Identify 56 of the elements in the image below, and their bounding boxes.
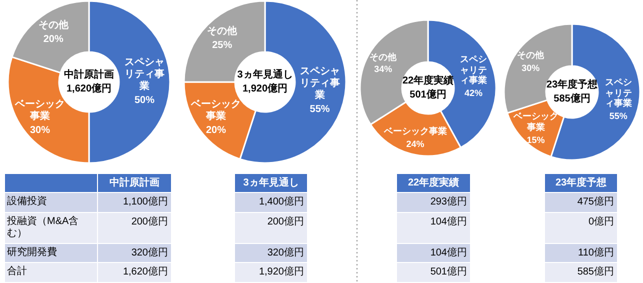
text: 585億円	[554, 92, 590, 104]
text: 1,620億円	[122, 266, 168, 278]
data-label: 55%	[310, 104, 330, 116]
text: 22年度実績	[408, 176, 460, 188]
slice-label: スペシャリティ事業	[298, 66, 341, 102]
slice-label: その他	[207, 26, 238, 38]
slice-label: ベーシック事業	[513, 111, 558, 133]
text: 23年度予想	[546, 78, 599, 90]
text: 200億円	[131, 216, 168, 228]
data-label: 25%	[212, 40, 232, 52]
text: 中計原計画	[64, 68, 114, 80]
text: 1,620億円	[66, 82, 112, 94]
text: 501億円	[430, 266, 467, 278]
text: 0億円	[588, 216, 614, 228]
text: 1,400億円	[258, 196, 304, 208]
slice-label: スペシャリティ事業	[124, 57, 166, 93]
text: 475億円	[577, 196, 614, 208]
data-label: 42%	[464, 88, 483, 99]
slice-label: その他	[370, 52, 397, 62]
slice-label: ベーシック事業	[190, 98, 242, 123]
text: 293億円	[430, 196, 467, 208]
text: 1,100億円	[122, 196, 168, 208]
text: 中計原計画	[110, 176, 160, 188]
text: 3ヵ年見通し	[237, 68, 293, 80]
data-label: 24%	[406, 138, 424, 150]
text: 585億円	[577, 266, 614, 278]
category-label: 合計	[7, 264, 28, 278]
text: 104億円	[430, 216, 467, 228]
data-label: 15%	[526, 134, 545, 146]
data-label: 34%	[374, 64, 392, 76]
slice-label: その他	[517, 50, 544, 61]
data-label: 30%	[522, 62, 540, 74]
data-label: 30%	[30, 124, 50, 137]
slice-label: スペシャリティ事業	[604, 76, 633, 110]
text: 1,920億円	[242, 82, 288, 94]
text: 501億円	[410, 88, 446, 100]
text: 23年度予想	[555, 176, 608, 188]
data-label: 50%	[134, 95, 154, 107]
slice-label: ベーシック事業	[384, 126, 447, 137]
text: 320億円	[131, 246, 168, 258]
slice-label: スペシャリティ事業	[459, 54, 488, 86]
data-label: 55%	[609, 111, 628, 122]
category-label: 設備投資	[7, 194, 48, 208]
category-label: 研究開発費	[7, 245, 95, 259]
slice-label: その他	[38, 20, 68, 32]
data-label: 20%	[206, 124, 226, 137]
text: 110億円	[578, 246, 614, 258]
text: 104億円	[430, 246, 467, 258]
text: 1,920億円	[258, 266, 304, 278]
slice-label: ベーシック事業	[14, 98, 66, 123]
text: 22年度実績	[402, 74, 454, 86]
text: 200億円	[267, 216, 304, 228]
text: 320億円	[267, 246, 304, 258]
text: 3ヵ年見通し	[243, 176, 299, 188]
category-label: 投融資（M&A含む）	[7, 214, 95, 240]
data-label: 20%	[43, 34, 64, 46]
